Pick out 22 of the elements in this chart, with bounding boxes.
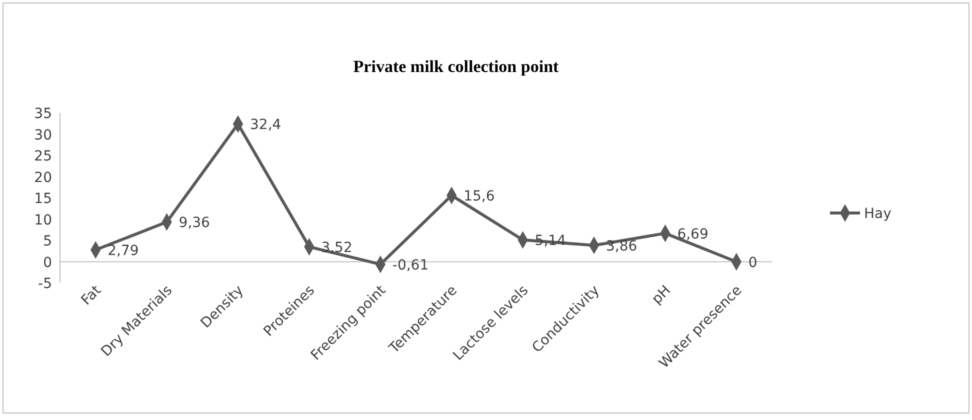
data-label: 6,69 [677, 226, 708, 242]
data-label: 32,4 [250, 117, 282, 134]
y-tick-label: 35 [34, 106, 52, 122]
y-tick-label: 0 [43, 254, 52, 271]
y-tick-label: 25 [34, 148, 52, 164]
data-label: 2,79 [108, 242, 139, 259]
y-tick-label: -5 [38, 276, 52, 292]
chart-title: Private milk collection point [353, 57, 560, 76]
data-label: 0 [748, 254, 758, 271]
data-label: 9,36 [178, 214, 210, 231]
data-label: 3,52 [321, 240, 352, 256]
data-label: -0,61 [392, 257, 429, 274]
data-label: 15,6 [464, 188, 495, 204]
x-tick-label: Fat [78, 282, 105, 309]
y-tick-label: 10 [34, 212, 52, 228]
y-tick-label: 30 [34, 127, 52, 144]
legend-label: Hay [864, 206, 892, 222]
y-tick-label: 15 [34, 191, 52, 207]
data-label: 3,86 [606, 238, 638, 254]
x-tick-label: pH [648, 282, 674, 308]
y-tick-label: 20 [34, 170, 52, 186]
y-tick-label: 5 [43, 234, 52, 250]
